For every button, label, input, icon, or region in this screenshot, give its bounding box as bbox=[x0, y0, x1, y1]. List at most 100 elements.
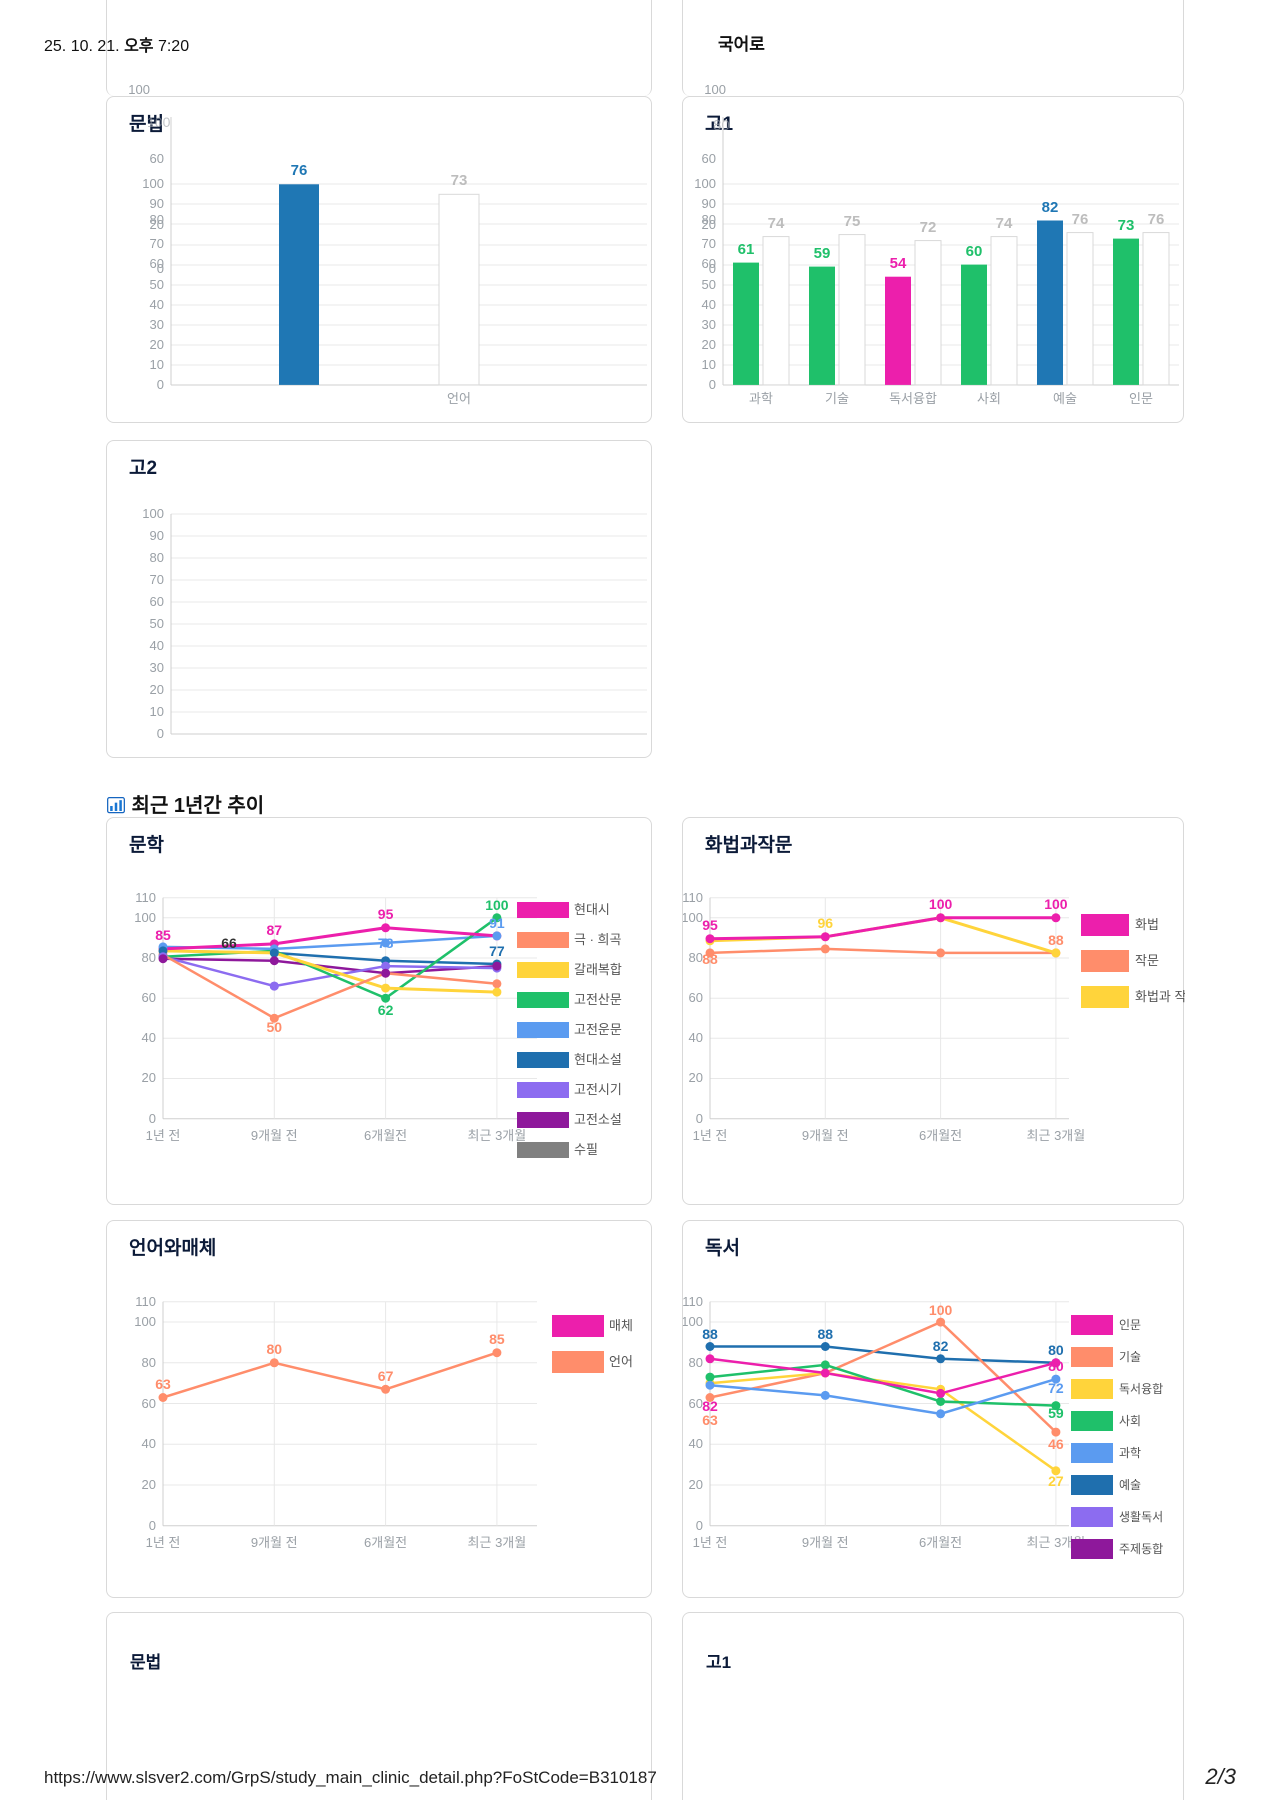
svg-text:20: 20 bbox=[702, 337, 716, 352]
svg-text:80: 80 bbox=[142, 1355, 156, 1370]
svg-text:100: 100 bbox=[683, 1314, 703, 1329]
svg-text:88: 88 bbox=[702, 1326, 718, 1342]
svg-text:0: 0 bbox=[709, 261, 716, 276]
svg-text:76: 76 bbox=[291, 162, 308, 179]
svg-text:독서융합: 독서융합 bbox=[889, 391, 937, 406]
svg-text:기술: 기술 bbox=[1119, 1350, 1141, 1364]
svg-text:62: 62 bbox=[378, 1002, 394, 1018]
svg-text:85: 85 bbox=[155, 927, 171, 943]
svg-text:60: 60 bbox=[966, 243, 983, 260]
svg-text:80: 80 bbox=[689, 950, 703, 965]
svg-text:언어: 언어 bbox=[447, 391, 471, 406]
svg-text:20: 20 bbox=[150, 217, 164, 232]
svg-text:30: 30 bbox=[702, 317, 716, 332]
svg-text:10: 10 bbox=[702, 357, 716, 372]
svg-text:70: 70 bbox=[150, 236, 164, 251]
svg-text:73: 73 bbox=[1118, 217, 1135, 234]
svg-text:문학: 문학 bbox=[129, 834, 164, 856]
svg-text:91: 91 bbox=[489, 915, 505, 931]
svg-text:76: 76 bbox=[1072, 211, 1089, 228]
svg-text:인문: 인문 bbox=[1119, 1318, 1141, 1332]
svg-text:110: 110 bbox=[683, 1294, 703, 1309]
svg-text:60: 60 bbox=[150, 594, 164, 609]
svg-text:20: 20 bbox=[142, 1070, 156, 1085]
svg-text:50: 50 bbox=[150, 277, 164, 292]
svg-text:27: 27 bbox=[1048, 1473, 1064, 1489]
svg-text:언어와매체: 언어와매체 bbox=[129, 1237, 216, 1259]
svg-text:63: 63 bbox=[155, 1376, 171, 1392]
svg-text:최근 3개월: 최근 3개월 bbox=[468, 1128, 527, 1143]
svg-text:0: 0 bbox=[696, 1111, 703, 1126]
svg-text:매체: 매체 bbox=[609, 1318, 633, 1333]
svg-text:59: 59 bbox=[814, 245, 831, 262]
svg-text:60: 60 bbox=[142, 990, 156, 1005]
svg-text:20: 20 bbox=[150, 337, 164, 352]
svg-text:40: 40 bbox=[689, 1436, 703, 1451]
svg-text:과학: 과학 bbox=[1119, 1446, 1141, 1460]
svg-text:예술: 예술 bbox=[1053, 391, 1077, 406]
svg-text:40: 40 bbox=[142, 1030, 156, 1045]
svg-text:74: 74 bbox=[768, 215, 785, 232]
svg-text:화법과작문: 화법과작문 bbox=[705, 834, 792, 856]
svg-text:40: 40 bbox=[689, 1030, 703, 1045]
svg-text:50: 50 bbox=[267, 1019, 283, 1035]
svg-text:0: 0 bbox=[696, 1518, 703, 1533]
svg-text:60: 60 bbox=[702, 151, 716, 166]
svg-text:88: 88 bbox=[1048, 932, 1064, 948]
svg-text:70: 70 bbox=[702, 236, 716, 251]
svg-text:현대시: 현대시 bbox=[574, 902, 610, 917]
svg-text:0: 0 bbox=[149, 1111, 156, 1126]
svg-text:고전산문: 고전산문 bbox=[574, 992, 622, 1007]
svg-text:60: 60 bbox=[689, 990, 703, 1005]
svg-text:예술: 예술 bbox=[1119, 1478, 1141, 1492]
svg-text:20: 20 bbox=[689, 1477, 703, 1492]
svg-text:96: 96 bbox=[818, 915, 834, 931]
svg-text:61: 61 bbox=[738, 241, 755, 258]
svg-text:100: 100 bbox=[134, 1314, 156, 1329]
svg-text:9개월 전: 9개월 전 bbox=[251, 1535, 298, 1550]
svg-text:100: 100 bbox=[134, 910, 156, 925]
svg-text:갈래복합: 갈래복합 bbox=[574, 962, 622, 977]
svg-text:0: 0 bbox=[149, 1518, 156, 1533]
svg-text:기술: 기술 bbox=[825, 391, 849, 406]
svg-text:72: 72 bbox=[1048, 1380, 1064, 1396]
svg-text:과학: 과학 bbox=[749, 391, 773, 406]
svg-text:85: 85 bbox=[489, 1331, 505, 1347]
svg-text:80: 80 bbox=[142, 950, 156, 965]
svg-text:1년 전: 1년 전 bbox=[146, 1535, 181, 1550]
svg-text:73: 73 bbox=[451, 172, 468, 189]
svg-text:60: 60 bbox=[142, 1396, 156, 1411]
svg-text:생활독서: 생활독서 bbox=[1119, 1510, 1163, 1524]
svg-text:80: 80 bbox=[1048, 1342, 1064, 1358]
svg-text:1년 전: 1년 전 bbox=[693, 1535, 728, 1550]
svg-text:100: 100 bbox=[485, 897, 509, 913]
svg-text:70: 70 bbox=[150, 572, 164, 587]
svg-text:110: 110 bbox=[135, 1294, 156, 1309]
svg-text:100: 100 bbox=[1044, 896, 1068, 912]
svg-text:82: 82 bbox=[1042, 199, 1059, 216]
svg-text:20: 20 bbox=[702, 217, 716, 232]
svg-text:90: 90 bbox=[150, 196, 164, 211]
svg-text:30: 30 bbox=[150, 317, 164, 332]
svg-text:100: 100 bbox=[929, 1302, 953, 1318]
svg-text:10: 10 bbox=[150, 704, 164, 719]
svg-text:화법: 화법 bbox=[1135, 917, 1159, 932]
svg-text:20: 20 bbox=[689, 1070, 703, 1085]
svg-text:현대소설: 현대소설 bbox=[574, 1052, 622, 1067]
svg-text:78: 78 bbox=[378, 935, 394, 951]
svg-text:110: 110 bbox=[135, 890, 156, 905]
svg-text:독서융합: 독서융합 bbox=[1119, 1382, 1163, 1396]
svg-text:95: 95 bbox=[378, 906, 394, 922]
svg-text:20: 20 bbox=[142, 1477, 156, 1492]
svg-text:100: 100 bbox=[147, 114, 171, 130]
svg-text:50: 50 bbox=[150, 616, 164, 631]
svg-text:80: 80 bbox=[267, 1341, 283, 1357]
svg-text:6개월전: 6개월전 bbox=[919, 1128, 962, 1143]
svg-text:인문: 인문 bbox=[1129, 391, 1153, 406]
svg-text:작문: 작문 bbox=[1135, 953, 1159, 968]
svg-text:0: 0 bbox=[157, 377, 164, 392]
svg-text:6개월전: 6개월전 bbox=[919, 1535, 962, 1550]
svg-text:100: 100 bbox=[142, 506, 164, 521]
svg-text:80: 80 bbox=[150, 550, 164, 565]
svg-text:87: 87 bbox=[267, 922, 283, 938]
